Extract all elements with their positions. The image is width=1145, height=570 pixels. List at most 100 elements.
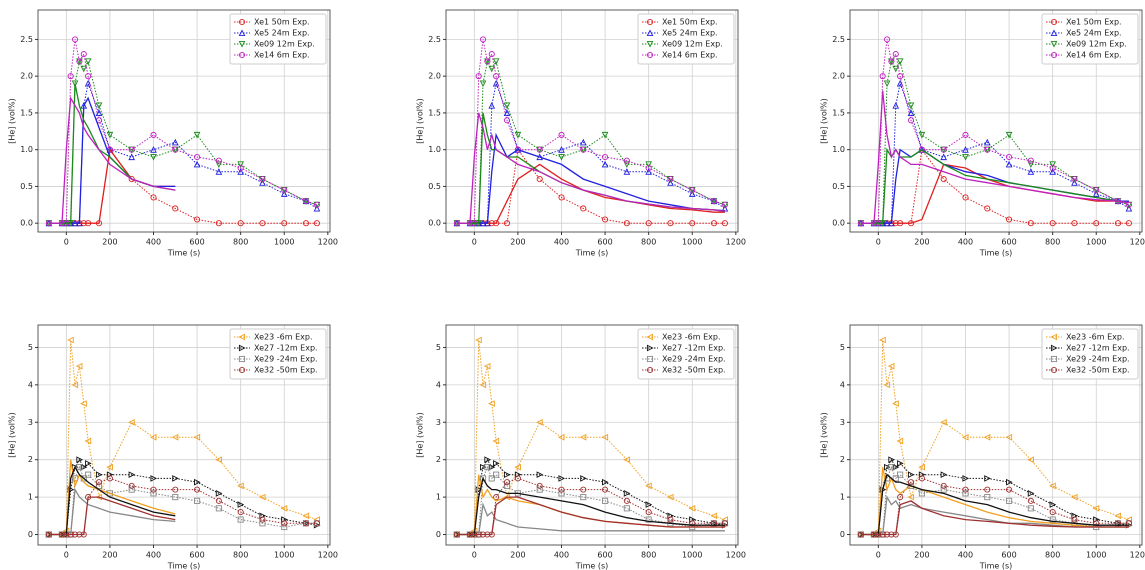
x-tick-label: 600 (597, 551, 612, 560)
x-tick-label: 200 (102, 238, 117, 247)
marker (710, 220, 718, 227)
marker (688, 505, 696, 512)
marker (172, 486, 179, 493)
marker (238, 366, 246, 374)
marker (215, 168, 223, 175)
marker (536, 176, 543, 183)
marker (514, 463, 521, 471)
marker (892, 400, 899, 407)
legend-label: Xe27 -12m Exp. (1066, 344, 1130, 353)
sim-line (860, 163, 1129, 224)
marker (172, 205, 179, 212)
marker (259, 516, 266, 523)
marker (623, 505, 630, 512)
marker (1050, 51, 1058, 59)
marker (536, 418, 543, 426)
x-tick-label: 800 (1045, 238, 1060, 247)
x-tick-label: 1000 (682, 551, 702, 560)
marker (194, 216, 201, 223)
marker (150, 131, 157, 139)
exp-line (456, 81, 726, 224)
marker (172, 146, 179, 153)
exp-line (456, 39, 726, 224)
marker (580, 486, 587, 493)
marker (1027, 497, 1034, 504)
marker (238, 29, 246, 37)
marker (150, 194, 157, 201)
marker (194, 478, 201, 486)
marker (883, 80, 891, 88)
x-tick-label: 1200 (726, 238, 746, 247)
marker (1049, 516, 1056, 523)
y-tick-label: 4 (840, 380, 845, 389)
marker (896, 79, 904, 87)
marker (962, 194, 969, 201)
legend-label: Xe32 -50m Exp. (254, 366, 318, 375)
marker (580, 494, 587, 501)
legend-label: Xe5 24m Exp. (662, 29, 718, 38)
marker (238, 51, 246, 59)
marker (601, 160, 609, 168)
marker (238, 40, 246, 48)
marker (883, 463, 891, 471)
marker (962, 131, 969, 139)
marker (580, 146, 587, 153)
marker (645, 220, 652, 227)
marker (1071, 220, 1078, 227)
legend: Xe1 50m Exp. Xe5 24m Exp. Xe09 12m Exp. Xe1… (1041, 13, 1139, 65)
marker (645, 516, 652, 523)
y-tick-label: 0.0 (428, 219, 441, 228)
x-tick-label: 1200 (318, 551, 338, 560)
marker (623, 157, 630, 164)
sim-line (48, 496, 176, 536)
marker (580, 205, 587, 212)
marker (95, 482, 103, 489)
marker (259, 179, 266, 186)
marker (897, 471, 904, 478)
legend-label: Xe1 50m Exp. (1066, 18, 1122, 27)
marker (1049, 161, 1056, 168)
marker (238, 333, 246, 341)
marker (536, 146, 543, 153)
marker (479, 463, 487, 471)
y-axis-label: [He] (vol%) (8, 412, 17, 457)
marker (1049, 220, 1056, 227)
marker (238, 18, 246, 26)
marker (983, 433, 991, 441)
marker (918, 475, 925, 482)
x-tick-label: 200 (914, 551, 929, 560)
marker (558, 194, 565, 201)
exp-line (48, 339, 318, 535)
marker (106, 490, 113, 497)
marker (95, 109, 103, 116)
y-tick-label: 2 (436, 455, 441, 464)
marker (623, 168, 631, 175)
exp-line (456, 148, 725, 224)
marker (149, 433, 157, 441)
x-axis-label: Time (s) (167, 249, 201, 258)
legend-label: Xe27 -12m Exp. (254, 344, 318, 353)
marker (907, 479, 915, 486)
marker (237, 164, 244, 172)
marker (492, 79, 500, 87)
marker (940, 418, 947, 426)
legend-label: Xe5 24m Exp. (1066, 29, 1122, 38)
marker (479, 80, 487, 88)
y-tick-label: 5 (840, 343, 845, 352)
y-tick-label: 0 (436, 530, 441, 539)
marker (237, 482, 244, 490)
marker (918, 490, 925, 497)
marker (84, 437, 92, 445)
legend: Xe23 -6m Exp. Xe27 -12m Exp. Xe29 -24m Exp… (1041, 328, 1139, 380)
x-tick-label: 0 (876, 238, 881, 247)
marker (488, 475, 495, 482)
marker (1050, 333, 1058, 341)
marker (721, 220, 728, 227)
marker (172, 475, 179, 482)
marker (259, 220, 266, 227)
marker (558, 490, 565, 497)
legend-label: Xe27 -12m Exp. (662, 344, 726, 353)
marker (1125, 204, 1133, 212)
marker (892, 475, 899, 482)
marker (106, 463, 113, 471)
